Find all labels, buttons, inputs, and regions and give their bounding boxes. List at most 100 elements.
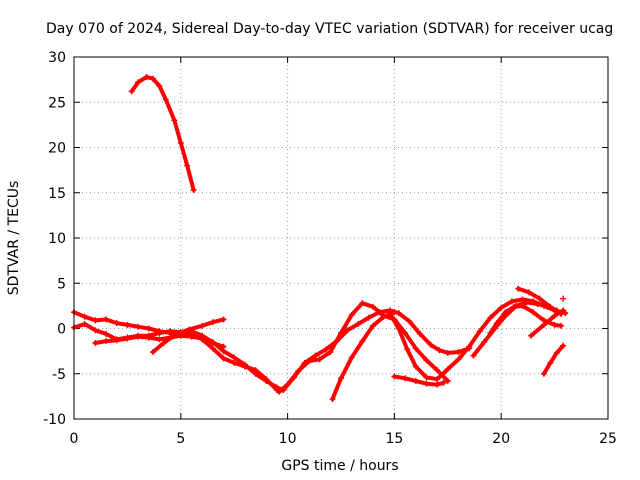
data-point	[113, 337, 120, 344]
chart-title: Day 070 of 2024, Sidereal Day-to-day VTE…	[46, 21, 613, 37]
y-tick-label: 30	[48, 50, 66, 66]
data-point	[150, 75, 157, 82]
data-point	[528, 332, 535, 339]
data-point	[523, 299, 530, 306]
data-point	[387, 311, 394, 318]
data-point	[323, 346, 330, 353]
data-point	[511, 303, 518, 310]
series-line-pass-1	[129, 74, 196, 192]
data-point	[434, 376, 441, 383]
data-point	[241, 363, 248, 370]
data-point	[263, 376, 270, 383]
data-point	[355, 320, 362, 327]
x-tick-label: 20	[492, 431, 510, 447]
y-tick-label: 25	[48, 95, 66, 111]
data-point	[508, 298, 515, 305]
data-point	[145, 334, 152, 341]
data-point	[124, 321, 131, 328]
data-point	[402, 330, 409, 337]
x-axis-label: GPS time / hours	[281, 458, 398, 474]
data-point	[145, 325, 152, 332]
data-point	[220, 343, 227, 350]
data-point	[391, 309, 398, 316]
data-point	[406, 318, 413, 325]
data-point	[209, 345, 216, 352]
data-point	[444, 366, 451, 373]
data-point	[558, 322, 565, 329]
data-point	[113, 320, 120, 327]
data-point	[525, 289, 532, 296]
data-point	[252, 367, 259, 374]
data-point	[519, 302, 526, 309]
data-point	[220, 316, 227, 323]
data-point	[547, 359, 554, 366]
data-point	[536, 295, 543, 302]
data-point	[402, 375, 409, 382]
data-point	[434, 367, 441, 374]
data-point	[423, 374, 430, 381]
data-point	[316, 356, 323, 363]
data-point	[276, 388, 283, 395]
data-point	[344, 327, 351, 334]
data-point	[466, 343, 473, 350]
data-point	[560, 295, 567, 302]
data-point	[128, 88, 135, 95]
data-point	[231, 359, 238, 366]
data-point	[209, 319, 216, 326]
y-tick-label: 0	[57, 322, 66, 338]
data-point	[493, 320, 500, 327]
x-axis: 0 5 10 15 20 25	[70, 431, 617, 447]
data-point	[135, 333, 142, 340]
data-point	[487, 314, 494, 321]
data-point	[150, 349, 157, 356]
data-point	[156, 82, 163, 89]
data-point	[540, 321, 547, 328]
x-tick-label: 10	[279, 431, 297, 447]
data-point	[199, 322, 206, 329]
y-tick-label: 20	[48, 141, 66, 157]
data-point	[327, 349, 334, 356]
data-point	[530, 309, 537, 316]
data-point	[380, 313, 387, 320]
x-tick-label: 5	[176, 431, 185, 447]
data-point	[412, 377, 419, 384]
data-point	[498, 304, 505, 311]
y-tick-label: 5	[57, 276, 66, 292]
data-point	[476, 328, 483, 335]
data-point	[540, 370, 547, 377]
x-tick-label: 15	[385, 431, 403, 447]
plot-frame	[73, 56, 609, 420]
data-point	[329, 396, 336, 403]
series-line-pass-14	[529, 308, 566, 338]
data-point	[92, 317, 99, 324]
data-point	[370, 322, 377, 329]
data-point	[301, 359, 308, 366]
data-point	[359, 300, 366, 307]
data-point	[199, 335, 206, 342]
series-line-pass-8	[330, 310, 397, 402]
y-axis: -10 -5 0 5 10 15 20 25 30	[43, 50, 66, 428]
data-point	[92, 339, 99, 346]
data-point	[312, 352, 319, 359]
data-point	[188, 333, 195, 340]
data-point	[184, 162, 191, 169]
data-point	[291, 374, 298, 381]
data-point	[423, 380, 430, 387]
data-point	[470, 352, 477, 359]
data-point	[560, 307, 567, 314]
data-point	[551, 312, 558, 319]
data-point	[177, 139, 184, 146]
data-point	[162, 96, 169, 103]
data-point	[395, 325, 402, 332]
series-layer	[71, 73, 569, 403]
data-point	[92, 327, 99, 334]
data-point	[348, 354, 355, 361]
data-point	[519, 296, 526, 303]
y-tick-label: 10	[48, 231, 66, 247]
data-point	[333, 338, 340, 345]
data-point	[440, 379, 447, 386]
data-point	[156, 336, 163, 343]
data-point	[167, 328, 174, 335]
data-point	[231, 354, 238, 361]
